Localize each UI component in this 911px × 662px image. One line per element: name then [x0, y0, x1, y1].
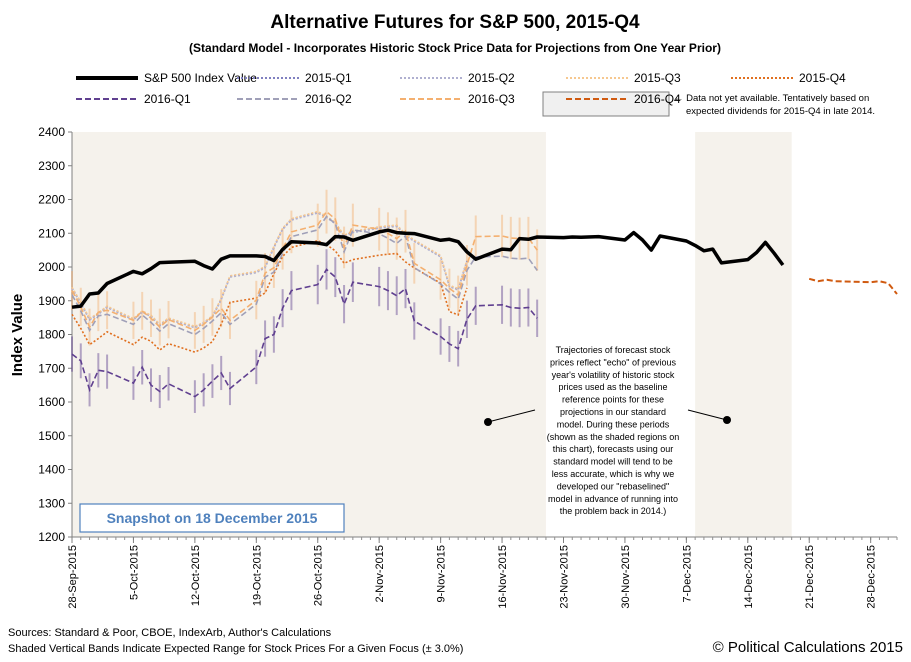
shaded-regions	[72, 132, 792, 537]
y-tick-label: 2000	[38, 260, 65, 274]
annotation-line: prices reflect "echo" of previous	[550, 357, 676, 367]
legend-label: 2016-Q3	[468, 92, 515, 106]
chart-title: Alternative Futures for S&P 500, 2015-Q4	[270, 12, 640, 33]
y-tick-label: 2100	[38, 226, 65, 240]
annotation-pointer-right	[687, 409, 728, 421]
x-tick-label: 28-Dec-2015	[866, 545, 878, 609]
bands-note: Shaded Vertical Bands Indicate Expected …	[8, 643, 463, 655]
annotation-line: year's volatility of historic stock	[552, 370, 675, 380]
legend-label: 2016-Q1	[144, 92, 191, 106]
annotation: Trajectories of forecast stock prices ref…	[484, 345, 731, 516]
x-tick-label: 14-Dec-2015	[743, 545, 755, 609]
series-sp500	[71, 228, 785, 309]
snapshot-text: Snapshot on 18 December 2015	[107, 510, 318, 526]
legend-label: 2015-Q3	[634, 71, 681, 85]
x-tick-label: 30-Nov-2015	[620, 545, 632, 609]
annotation-line: the problem back in 2014.)	[560, 506, 667, 516]
annotation-line: Trajectories of forecast stock	[556, 345, 671, 355]
copyright: © Political Calculations 2015	[713, 639, 903, 656]
y-tick-label: 1300	[38, 496, 65, 510]
x-tick-label: 28-Sep-2015	[67, 545, 79, 609]
y-tick-label: 1700	[38, 361, 65, 375]
y-axis-label: Index Value	[9, 294, 26, 377]
annotation-line: projections in our standard	[560, 407, 666, 417]
y-tick-label: 1800	[38, 328, 65, 342]
y-tick-label: 2300	[38, 159, 65, 173]
legend: S&P 500 Index Value 2015-Q1 2015-Q2 2015-Q3…	[76, 71, 875, 117]
shaded-region-1	[72, 132, 546, 537]
annotation-line: this chart), forecasts using our	[553, 444, 674, 454]
annotation-line: standard model will tend to be	[553, 457, 673, 467]
snapshot-box: Snapshot on 18 December 2015	[79, 503, 345, 533]
annotation-line: developed our "rebaselined"	[557, 481, 669, 491]
y-tick-label: 2400	[38, 125, 65, 139]
x-tick-label: 19-Oct-2015	[251, 545, 263, 606]
annotation-line: reference points for these	[562, 395, 664, 405]
x-tick-label: 2-Nov-2015	[374, 545, 386, 602]
legend-label: S&P 500 Index Value	[144, 71, 257, 85]
sp500-series	[71, 228, 785, 309]
legend-label: 2015-Q1	[305, 71, 352, 85]
x-tick-label: 23-Nov-2015	[558, 545, 570, 609]
legend-label: 2015-Q4	[799, 71, 846, 85]
y-tick-label: 1900	[38, 294, 65, 308]
sources-text: Sources: Standard & Poor, CBOE, IndexArb…	[8, 627, 332, 639]
shaded-region-2	[695, 132, 792, 537]
y-tick-label: 2200	[38, 193, 65, 207]
series-2016-Q2	[71, 215, 538, 336]
legend-label: 2015-Q2	[468, 71, 515, 85]
legend-highlight-box	[542, 91, 670, 117]
series-2016-Q3	[71, 210, 538, 332]
annotation-line: prices used as the baseline	[558, 382, 667, 392]
series-2015-Q4	[71, 239, 468, 353]
x-tick-label: 7-Dec-2015	[681, 545, 693, 602]
y-tick-label: 1200	[38, 530, 65, 544]
annotation-line: model. During these periods	[557, 419, 670, 429]
y-tick-label: 1600	[38, 395, 65, 409]
annotation-line: (shown as the shaded regions on	[547, 432, 680, 442]
series-2016-Q1	[71, 268, 538, 398]
annotation-text: Trajectories of forecast stock prices ref…	[547, 345, 680, 516]
legend-note-line2: expected dividends for 2015-Q4 in late 2…	[686, 106, 875, 117]
x-tick-label: 12-Oct-2015	[190, 545, 202, 606]
y-tick-label: 1400	[38, 463, 65, 477]
legend-note-line1: ← Data not yet available. Tentatively ba…	[674, 93, 869, 104]
legend-label: 2016-Q4	[634, 92, 681, 106]
annotation-pointer-left	[487, 409, 536, 423]
x-tick-label: 16-Nov-2015	[497, 545, 509, 609]
chart-subtitle: (Standard Model - Incorporates Historic …	[189, 41, 721, 55]
legend-label: 2016-Q2	[305, 92, 352, 106]
x-tick-label: 26-Oct-2015	[313, 545, 325, 606]
x-tick-label: 21-Dec-2015	[804, 545, 816, 609]
annotation-line: less accurate, which is why we	[552, 469, 675, 479]
annotation-line: model in advance of running into	[548, 494, 678, 504]
axes: 1200 1300 1400 1500 1600 1700 1800 1900 2000 2100…	[38, 125, 898, 609]
y-tick-label: 1500	[38, 429, 65, 443]
series-2016-Q4	[808, 277, 898, 295]
plot-area: 1200 1300 1400 1500 1600 1700 1800 1900 2000 2100…	[38, 125, 898, 609]
x-tick-label: 9-Nov-2015	[436, 545, 448, 602]
forecast-series	[71, 210, 898, 398]
x-tick-label: 5-Oct-2015	[128, 545, 140, 600]
